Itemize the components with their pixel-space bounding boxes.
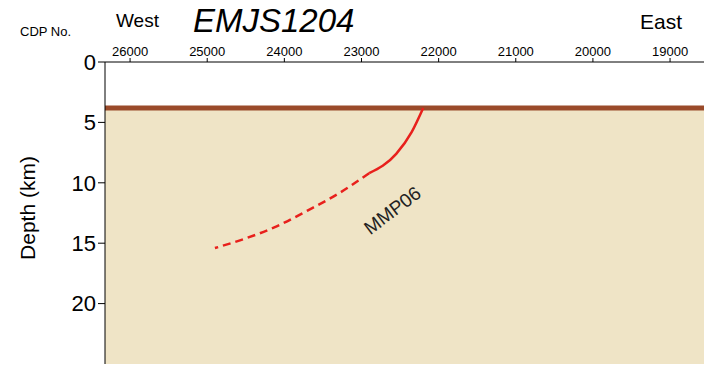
svg-text:21000: 21000 — [498, 44, 534, 59]
svg-text:19000: 19000 — [652, 44, 688, 59]
svg-text:26000: 26000 — [112, 44, 148, 59]
svg-text:25000: 25000 — [189, 44, 225, 59]
svg-text:0: 0 — [84, 50, 96, 75]
svg-text:22000: 22000 — [421, 44, 457, 59]
html-text:Depth (km): Depth (km) — [16, 156, 39, 260]
svg-text:15: 15 — [72, 231, 96, 256]
svg-text:MMP06: MMP06 — [360, 182, 425, 238]
svg-text:20000: 20000 — [575, 44, 611, 59]
html-text:West: West — [116, 10, 159, 31]
html-text:East: East — [640, 10, 682, 33]
svg-text:5: 5 — [84, 110, 96, 135]
svg-text:20: 20 — [72, 291, 96, 316]
html-text:EMJS1204: EMJS1204 — [193, 2, 355, 39]
svg-text:10: 10 — [72, 171, 96, 196]
svg-text:23000: 23000 — [343, 44, 379, 59]
html-text:CDP No.: CDP No. — [20, 24, 72, 39]
svg-text:24000: 24000 — [266, 44, 302, 59]
